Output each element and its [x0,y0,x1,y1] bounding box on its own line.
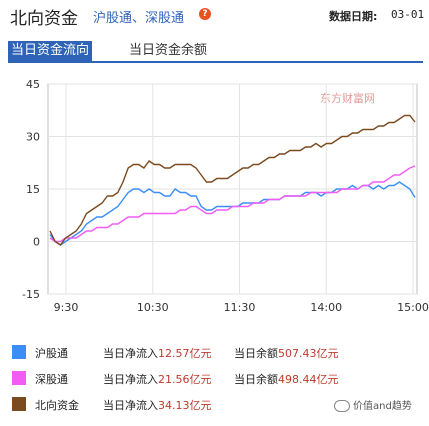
legend-name: 北向资金 [35,399,79,412]
x-tick-label: 10:30 [137,301,169,314]
legend-flow: 当日净流入34.13亿元 [103,399,212,412]
legend-row-north: 北向资金 当日净流入34.13亿元 [0,392,429,416]
legend-row-sz: 深股通 当日净流入21.56亿元 当日余额498.44亿元 [0,366,429,390]
x-tick-label: 11:30 [224,301,256,314]
legend-balance: 当日余额498.44亿元 [234,373,339,386]
legend-flow: 当日净流入21.56亿元 [103,373,212,386]
page-subtitle: 沪股通、深股通 [93,11,185,26]
wechat-icon [334,400,350,412]
footer-watermark: 价值and趋势 [334,397,412,412]
legend-swatch-sh [12,345,26,359]
y-tick-label: 45 [26,78,40,91]
legend-swatch-north [12,397,26,411]
x-tick-label: 14:00 [310,301,342,314]
legend-name: 深股通 [35,373,68,386]
flow-chart: 45 30 15 0 -15 9:30 10:30 11:30 14:00 15:00 [22,78,429,314]
watermark-logo: 东方财富网 [320,92,375,105]
y-tick-label: 0 [33,236,40,249]
tab-underline [8,61,423,63]
page-header: 北向资金 沪股通、深股通 ? 数据日期: 03-01 [0,0,429,30]
tab-bar: 当日资金流向 当日资金余额 [0,41,429,63]
tab-daily-balance[interactable]: 当日资金余额 [129,43,208,58]
y-tick-label: 15 [26,183,40,196]
series-line-1 [49,165,416,243]
legend-swatch-sz [12,371,26,385]
page-title: 北向资金 [10,9,78,29]
legend-flow: 当日净流入12.57亿元 [103,347,212,360]
legend-row-sh: 沪股通 当日净流入12.57亿元 当日余额507.43亿元 [0,340,429,364]
date-value: 03-01 [391,8,425,21]
y-tick-label: 30 [26,131,40,144]
y-tick-label: -15 [22,288,40,301]
legend-balance: 当日余额507.43亿元 [234,347,339,360]
series-line-0 [49,181,416,246]
x-tick-label: 15:00 [397,301,429,314]
x-tick-label: 9:30 [54,301,79,314]
tab-daily-flow[interactable]: 当日资金流向 [8,41,93,61]
date-label: 数据日期: [329,10,378,23]
series-line-2 [49,114,416,246]
help-icon[interactable]: ? [199,8,211,20]
legend-name: 沪股通 [35,347,68,360]
